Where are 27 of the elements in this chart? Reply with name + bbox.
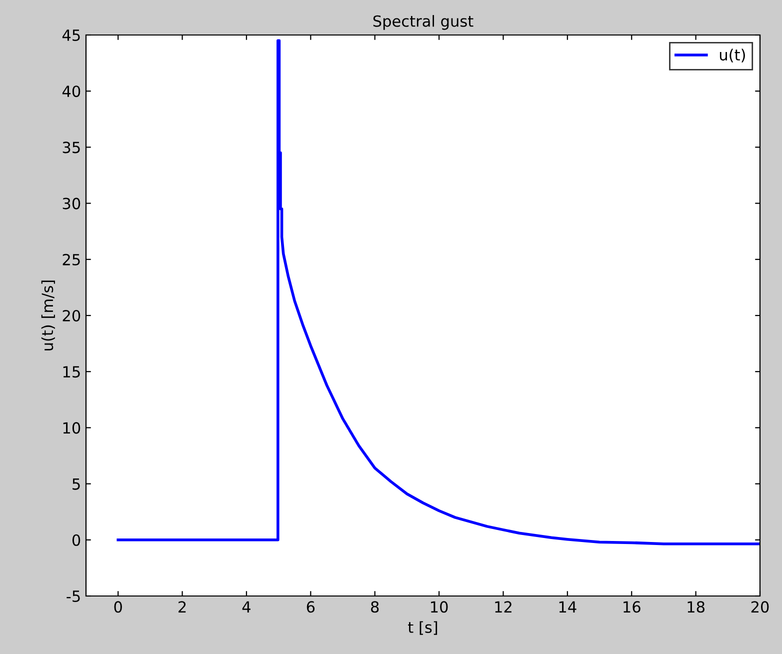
y-tick-label: 45 xyxy=(62,30,80,42)
legend-label: u(t) xyxy=(720,48,745,62)
y-tick-label: -5 xyxy=(66,590,80,602)
x-tick-label: 20 xyxy=(751,601,769,613)
x-tick-label: 16 xyxy=(624,601,640,613)
y-tick-label: 20 xyxy=(62,310,80,322)
x-tick-label: 18 xyxy=(688,601,704,613)
y-tick-label: 30 xyxy=(62,198,80,210)
x-tick-label: 6 xyxy=(306,601,315,613)
y-tick-label: 10 xyxy=(63,422,80,434)
y-tick-label: 40 xyxy=(62,86,80,98)
x-tick-label: 0 xyxy=(114,601,122,613)
x-tick-label: 2 xyxy=(178,601,186,612)
y-tick-label: 15 xyxy=(63,366,80,378)
x-axis-title: t [s] xyxy=(408,621,438,635)
line-series xyxy=(116,39,760,546)
y-tick-label: 5 xyxy=(72,478,80,490)
y-tick-label: 35 xyxy=(62,142,80,154)
y-axis-title: u(t) [m/s] xyxy=(41,280,55,350)
y-tick-label: 0 xyxy=(72,534,80,546)
x-tick-label: 8 xyxy=(371,601,379,613)
x-tick-label: 12 xyxy=(495,601,512,612)
chart-title: Spectral gust xyxy=(373,15,474,30)
x-tick-label: 10 xyxy=(431,601,448,613)
x-tick-label: 4 xyxy=(242,601,250,612)
x-tick-label: 14 xyxy=(559,601,576,612)
y-tick-label: 25 xyxy=(62,254,80,266)
